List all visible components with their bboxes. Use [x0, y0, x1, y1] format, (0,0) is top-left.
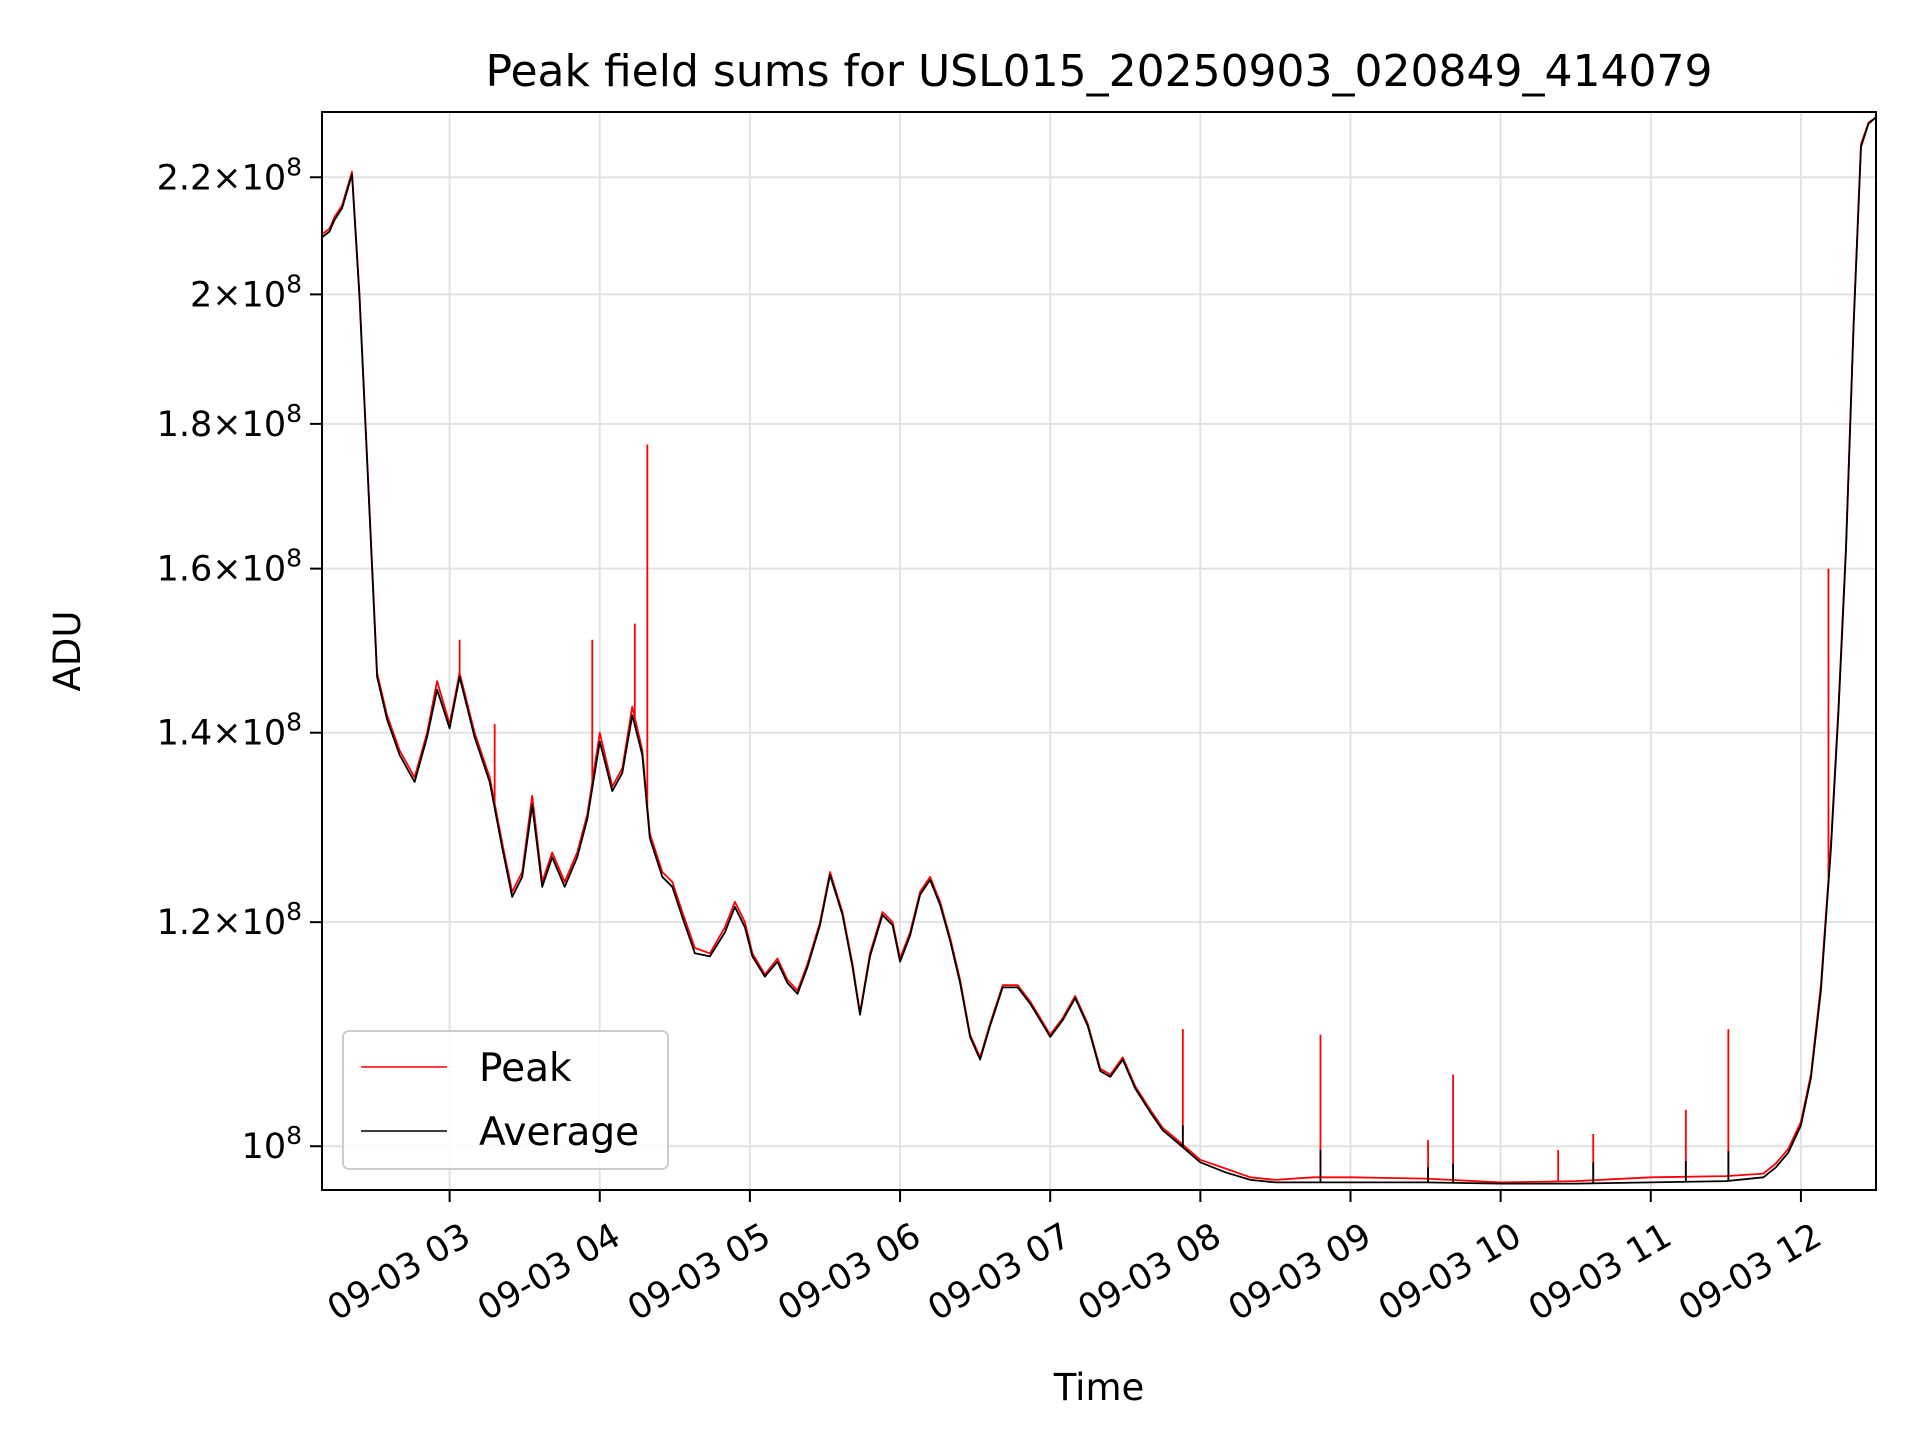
plot-frame: [321, 111, 1877, 1191]
legend: Peak Average: [342, 1030, 669, 1170]
y-tick-label: 1.6×108: [157, 544, 302, 590]
series-layer: [322, 116, 1876, 1185]
y-tick-label: 2×108: [190, 269, 302, 315]
y-axis-label: ADU: [46, 611, 89, 692]
legend-label-peak: Peak: [479, 1046, 572, 1091]
y-tick-label: 1.2×108: [157, 897, 302, 943]
legend-label-average: Average: [479, 1110, 639, 1155]
y-axis: 108 1.2×108 1.4×108 1.6×108 1.8×108 2×108 2.2×…: [157, 152, 322, 1167]
series-line-average: [322, 116, 1876, 1185]
y-tick-label: 2.2×108: [157, 152, 302, 198]
y-tick-label: 108: [242, 1121, 302, 1167]
chart-title: Peak field sums for USL015_20250903_0208…: [486, 46, 1713, 97]
x-axis-label: Time: [1053, 1366, 1145, 1409]
y-tick-label: 1.4×108: [157, 708, 302, 754]
legend-box: [342, 1030, 669, 1170]
grid: [322, 112, 1876, 1190]
y-tick-label: 1.8×108: [157, 399, 302, 445]
